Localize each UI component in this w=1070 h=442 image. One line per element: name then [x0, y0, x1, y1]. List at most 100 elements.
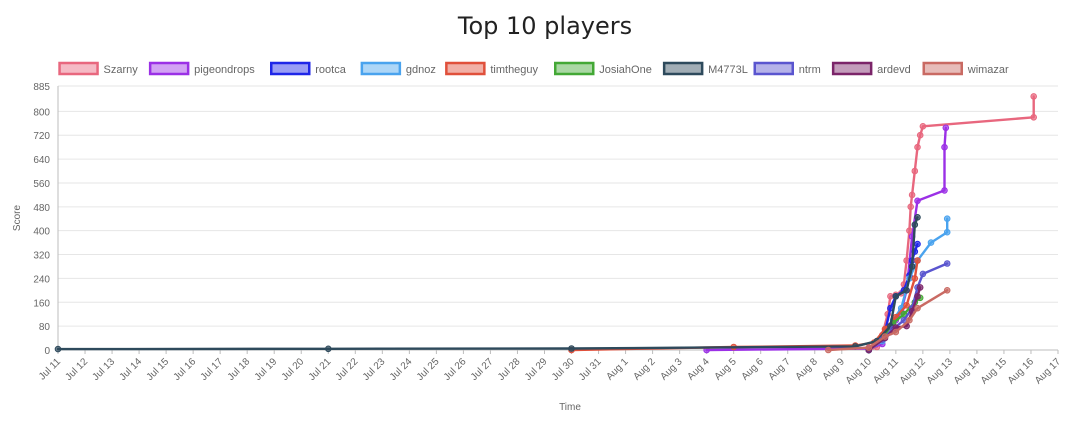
- data-point[interactable]: [916, 131, 924, 139]
- legend-item[interactable]: pigeondrops: [148, 61, 255, 76]
- data-point[interactable]: [54, 345, 62, 353]
- legend-item[interactable]: rootca: [270, 61, 347, 76]
- data-point[interactable]: [943, 287, 951, 294]
- y-tick-label: 240: [33, 274, 50, 285]
- data-point[interactable]: [919, 270, 927, 278]
- x-tick-label: Jul 27: [469, 356, 496, 383]
- legend-label: ardevd: [877, 64, 911, 76]
- data-point[interactable]: [943, 228, 951, 236]
- y-tick-label: 80: [39, 322, 51, 333]
- legend-label: Szarny: [104, 64, 139, 76]
- x-tick-label: Jul 26: [442, 356, 469, 383]
- x-tick-label: Jul 25: [415, 356, 442, 383]
- data-point[interactable]: [903, 287, 910, 294]
- x-tick-label: Jul 15: [145, 356, 172, 383]
- x-tick-label: Aug 10: [844, 356, 874, 386]
- x-tick-label: Aug 5: [713, 356, 740, 383]
- x-tick-label: Jul 14: [118, 356, 145, 383]
- x-tick-label: Jul 30: [550, 356, 577, 383]
- x-axis-title: Time: [559, 402, 581, 413]
- x-tick-label: Aug 17: [1033, 356, 1063, 386]
- data-point[interactable]: [911, 221, 919, 228]
- legend-item[interactable]: Szarny: [58, 61, 139, 76]
- legend-swatch: [445, 61, 486, 76]
- x-axis: Jul 11 Jul 12 Jul 13 Jul 14 Jul 15 Jul 16 Jul …: [37, 349, 1063, 387]
- data-point[interactable]: [325, 345, 332, 353]
- y-tick-label: 885: [33, 82, 50, 93]
- x-tick-label: Jul 11: [37, 356, 63, 382]
- data-point[interactable]: [887, 293, 894, 300]
- y-tick-label: 800: [33, 107, 50, 118]
- data-point[interactable]: [914, 257, 921, 264]
- legend-item[interactable]: timtheguy: [445, 61, 539, 76]
- data-point[interactable]: [908, 191, 916, 199]
- x-tick-label: Jul 23: [361, 356, 388, 383]
- data-point[interactable]: [911, 167, 919, 175]
- data-point[interactable]: [568, 345, 575, 352]
- y-axis: 0 80 160 240 320 400 480 560 640 720 800 885: [33, 82, 59, 357]
- data-point[interactable]: [916, 284, 924, 291]
- data-point[interactable]: [914, 304, 921, 312]
- data-point[interactable]: [943, 215, 951, 222]
- y-axis-title: Score: [12, 205, 23, 232]
- data-point[interactable]: [914, 214, 921, 221]
- data-point[interactable]: [1030, 93, 1037, 100]
- data-point[interactable]: [865, 344, 873, 351]
- x-tick-label: Aug 14: [952, 356, 982, 386]
- data-point[interactable]: [914, 240, 921, 248]
- data-point[interactable]: [914, 143, 921, 151]
- data-point[interactable]: [943, 260, 951, 267]
- legend-item[interactable]: wimazar: [922, 61, 1009, 76]
- x-tick-label: Aug 15: [979, 356, 1009, 386]
- legend-label: pigeondrops: [194, 64, 255, 76]
- x-tick-label: Jul 20: [280, 356, 307, 383]
- legend-label: JosiahOne: [599, 64, 652, 76]
- legend-swatch: [148, 61, 190, 76]
- x-tick-label: Aug 12: [898, 356, 928, 386]
- data-point[interactable]: [941, 143, 948, 151]
- data-point[interactable]: [942, 124, 950, 132]
- legend-item[interactable]: gdnoz: [360, 61, 436, 76]
- legend-swatch: [554, 61, 595, 76]
- legend-swatch: [360, 61, 402, 76]
- data-point[interactable]: [881, 333, 889, 340]
- data-point[interactable]: [927, 239, 935, 246]
- data-point[interactable]: [914, 293, 921, 300]
- x-tick-label: Aug 11: [871, 356, 901, 386]
- data-point[interactable]: [941, 187, 948, 194]
- series-wimazar: [825, 287, 951, 354]
- legend-item[interactable]: ntrm: [753, 61, 821, 76]
- x-tick-label: Aug 2: [631, 356, 658, 383]
- data-point[interactable]: [919, 123, 927, 130]
- legend-label: M4773L: [708, 64, 748, 76]
- y-tick-label: 400: [33, 227, 50, 238]
- data-point[interactable]: [892, 293, 900, 300]
- legend-item[interactable]: JosiahOne: [554, 61, 652, 76]
- legend-item[interactable]: M4773L: [662, 61, 748, 76]
- data-point[interactable]: [914, 197, 921, 205]
- x-tick-label: Jul 13: [91, 356, 118, 383]
- gridlines: [58, 85, 1058, 351]
- x-tick-label: Jul 21: [307, 356, 334, 383]
- data-point[interactable]: [903, 302, 910, 309]
- data-point[interactable]: [911, 275, 919, 282]
- legend-item[interactable]: ardevd: [831, 61, 911, 76]
- legend-swatch: [270, 61, 311, 76]
- x-tick-label: Jul 17: [199, 356, 226, 383]
- data-point[interactable]: [906, 316, 913, 324]
- data-point[interactable]: [892, 328, 900, 336]
- data-point[interactable]: [825, 346, 832, 354]
- x-tick-label: Jul 28: [496, 356, 523, 383]
- series-M4773L: [54, 214, 921, 353]
- y-tick-label: 640: [33, 155, 50, 166]
- data-point[interactable]: [908, 263, 916, 270]
- y-tick-label: 0: [44, 346, 50, 357]
- data-point[interactable]: [906, 227, 913, 234]
- legend: Szarny pigeondrops rootca gdnoz timtheguy Jos…: [58, 61, 1009, 76]
- y-tick-label: 560: [33, 179, 50, 190]
- data-point[interactable]: [1030, 114, 1037, 121]
- x-tick-label: Aug 6: [740, 356, 767, 383]
- series-line: [56, 216, 919, 351]
- data-point[interactable]: [907, 203, 915, 211]
